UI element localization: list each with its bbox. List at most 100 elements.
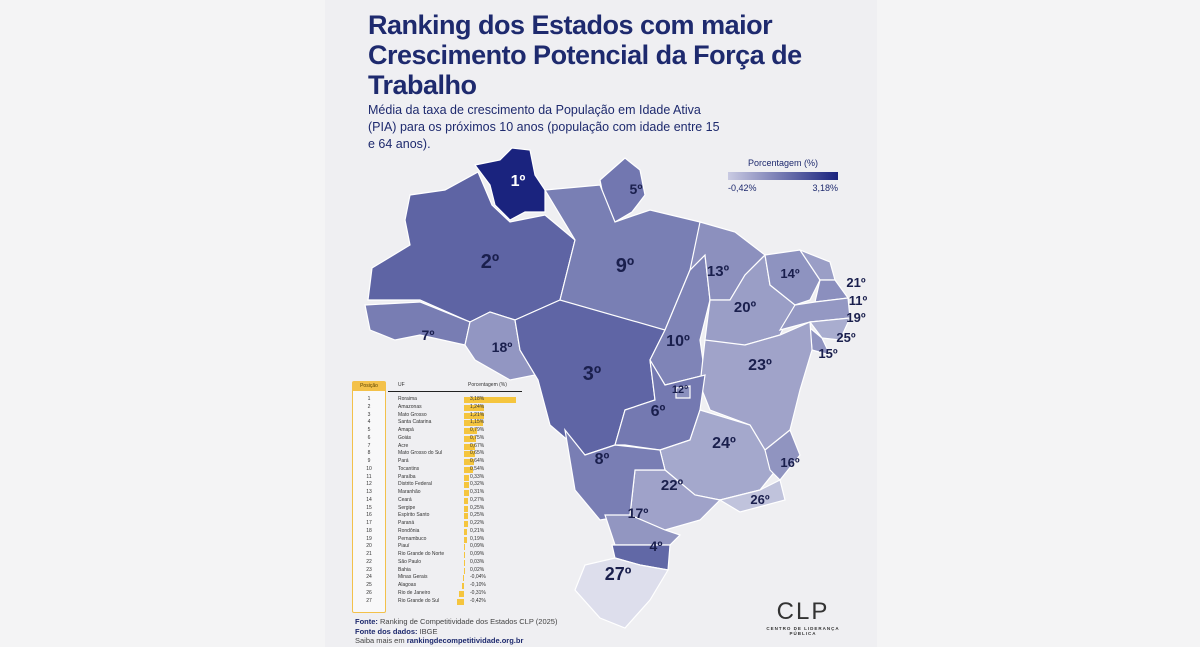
website-link[interactable]: rankingdecompetitividade.org.br bbox=[406, 636, 524, 645]
rank-label-ce: 14º bbox=[780, 266, 799, 281]
state-df bbox=[675, 385, 691, 399]
state-ac bbox=[364, 301, 471, 346]
table-row: 6 Goiás 0,75% bbox=[352, 435, 522, 443]
row-bar bbox=[462, 583, 464, 589]
rank-label-sp: 22º bbox=[661, 477, 684, 494]
table-row: 18 Rondônia 0,21% bbox=[352, 528, 522, 536]
rank-label-ap: 5º bbox=[630, 181, 643, 197]
state-ba bbox=[699, 321, 813, 451]
row-percent: 0,02% bbox=[470, 566, 485, 573]
footer: Fonte: Ranking de Competitividade dos Es… bbox=[355, 617, 557, 646]
row-bar bbox=[463, 575, 464, 582]
table-row: 7 Acre 0,67% bbox=[352, 443, 522, 451]
rank-label-pr: 17º bbox=[628, 505, 649, 521]
row-uf: Paraná bbox=[398, 520, 415, 526]
row-bar bbox=[464, 420, 483, 427]
data-source-label: Fonte dos dados: bbox=[355, 626, 418, 636]
row-bar bbox=[464, 412, 484, 419]
header-percent: Porcentagem (%) bbox=[468, 382, 507, 388]
rank-label-es: 16º bbox=[780, 455, 799, 470]
data-source-text: IBGE bbox=[417, 626, 438, 636]
row-percent: 0,09% bbox=[470, 543, 485, 550]
clp-logo: CLP CENTRO DE LIDERANÇA PÚBLICA bbox=[757, 598, 849, 636]
rank-label-ac: 7º bbox=[422, 327, 435, 343]
legend-title: Porcentagem (%) bbox=[747, 158, 819, 168]
rank-label-df: 12º bbox=[672, 384, 688, 396]
legend-gradient bbox=[728, 172, 838, 180]
row-uf: Rio Grande do Sul bbox=[398, 597, 440, 604]
row-uf: Espírito Santo bbox=[398, 512, 430, 519]
row-uf: Mato Grosso bbox=[398, 411, 427, 418]
state-al bbox=[808, 317, 851, 341]
row-percent: 0,21% bbox=[470, 527, 485, 534]
table-row: 24 Minas Gerais -0,04% bbox=[352, 574, 522, 582]
row-percent: 0,03% bbox=[470, 558, 485, 565]
state-ms bbox=[564, 427, 666, 521]
row-percent: 0,33% bbox=[470, 473, 485, 480]
row-uf: Roraima bbox=[398, 396, 417, 402]
subtitle: Média da taxa de crescimento da Populaçã… bbox=[368, 103, 720, 151]
source-label: Fonte: bbox=[355, 617, 378, 626]
row-percent: 1,24% bbox=[470, 403, 485, 410]
row-position: 12 bbox=[366, 481, 372, 488]
row-percent: 0,27% bbox=[470, 496, 485, 503]
table-row: 20 Piauí 0,09% bbox=[352, 543, 522, 551]
state-rr bbox=[473, 147, 546, 221]
row-uf: São Paulo bbox=[398, 558, 422, 565]
row-position: 24 bbox=[366, 574, 372, 581]
row-uf: Piauí bbox=[398, 543, 410, 550]
header-position: Posição bbox=[353, 382, 385, 391]
table-row: 11 Paraíba 0,33% bbox=[352, 474, 522, 482]
row-position: 10 bbox=[366, 465, 372, 472]
table-row: 21 Rio Grande do Norte 0,09% bbox=[352, 551, 522, 559]
row-percent: -0,10% bbox=[470, 582, 486, 588]
row-position: 20 bbox=[366, 543, 372, 550]
row-percent: 0,64% bbox=[470, 458, 485, 464]
position-column: Posição bbox=[352, 381, 386, 613]
row-uf: Sergipe bbox=[398, 504, 416, 511]
row-bar bbox=[464, 482, 470, 489]
row-bar bbox=[464, 567, 465, 574]
rank-label-rs: 27º bbox=[605, 564, 632, 584]
state-rs bbox=[574, 557, 669, 629]
row-position: 15 bbox=[366, 504, 372, 511]
row-percent: 1,21% bbox=[470, 411, 485, 418]
rank-label-sc: 4º bbox=[650, 538, 663, 554]
row-position: 5 bbox=[367, 427, 371, 433]
rank-label-pe: 19º bbox=[846, 310, 865, 325]
table-row: 15 Sergipe 0,25% bbox=[352, 505, 522, 513]
row-uf: Alagoas bbox=[398, 582, 417, 588]
row-uf: Acre bbox=[398, 442, 409, 449]
row-position: 8 bbox=[367, 450, 371, 457]
row-position: 18 bbox=[366, 527, 372, 534]
row-position: 14 bbox=[366, 496, 372, 503]
row-bar bbox=[464, 397, 516, 403]
table-row: 25 Alagoas -0,10% bbox=[352, 582, 522, 590]
row-uf: Rio de Janeiro bbox=[398, 589, 431, 596]
row-bar bbox=[464, 528, 468, 535]
rank-label-to: 10º bbox=[666, 333, 690, 350]
row-position: 2 bbox=[367, 403, 371, 410]
row-percent: 3,18% bbox=[470, 396, 485, 402]
state-rj bbox=[718, 479, 786, 513]
row-percent: 0,65% bbox=[470, 450, 485, 457]
row-bar bbox=[464, 404, 485, 411]
row-position: 23 bbox=[366, 566, 372, 573]
legend-min: -0,42% bbox=[728, 183, 757, 193]
rank-label-al: 25º bbox=[836, 330, 855, 345]
row-bar bbox=[464, 513, 469, 520]
table-row: 5 Amapá 0,79% bbox=[352, 427, 522, 435]
rank-label-pb: 11º bbox=[849, 293, 868, 308]
row-bar bbox=[464, 451, 475, 458]
row-bar bbox=[457, 598, 464, 605]
row-uf: Maranhão bbox=[398, 489, 421, 495]
row-position: 21 bbox=[366, 551, 372, 557]
rank-label-rr: 1º bbox=[511, 173, 526, 190]
row-position: 16 bbox=[366, 512, 372, 519]
rank-label-mg: 24º bbox=[712, 435, 736, 452]
row-bar bbox=[464, 521, 468, 527]
row-bar bbox=[458, 590, 464, 597]
row-uf: Rio Grande do Norte bbox=[398, 551, 445, 557]
row-bar bbox=[464, 505, 469, 512]
